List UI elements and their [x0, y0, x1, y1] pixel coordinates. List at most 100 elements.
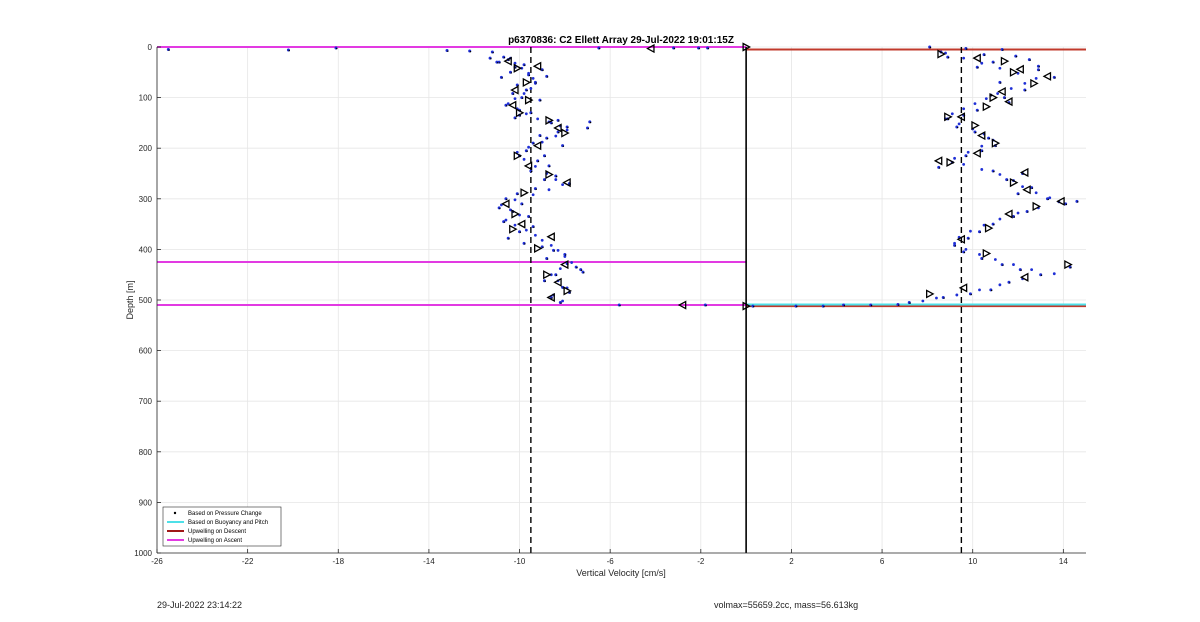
- footer-timestamp: 29-Jul-2022 23:14:22: [157, 600, 243, 610]
- triangle-marker: [972, 148, 981, 158]
- triangle-marker: [933, 156, 943, 166]
- x-tick-label: -22: [242, 557, 254, 566]
- pressure-point-core: [1002, 264, 1004, 266]
- triangle-marker: [524, 95, 534, 105]
- buoyancy-point: [980, 144, 984, 148]
- buoyancy-point: [998, 66, 1002, 70]
- buoyancy-point: [1048, 196, 1052, 200]
- pressure-point-core: [496, 62, 499, 64]
- buoyancy-point: [980, 61, 984, 65]
- pressure-point-core: [589, 121, 592, 124]
- buoyancy-point: [524, 112, 528, 116]
- buoyancy-point: [1052, 272, 1056, 276]
- buoyancy-point: [1012, 263, 1015, 266]
- pressure-point-core: [569, 292, 571, 294]
- pressure-point-core: [546, 258, 549, 260]
- pressure-point-core: [1038, 69, 1040, 72]
- buoyancy-point: [561, 299, 564, 303]
- pressure-point-core: [975, 131, 977, 134]
- buoyancy-point: [998, 217, 1002, 221]
- pressure-point-core: [995, 145, 997, 147]
- pressure-point-core: [1047, 198, 1049, 201]
- pressure-point-core: [567, 126, 569, 129]
- x-tick-label: -10: [514, 557, 526, 566]
- triangle-marker: [532, 61, 542, 71]
- triangle-marker: [984, 223, 994, 233]
- x-tick-label: -2: [697, 557, 705, 566]
- buoyancy-point: [978, 253, 981, 256]
- pressure-point-core: [673, 47, 676, 50]
- buoyancy-point: [978, 288, 981, 292]
- y-tick-label: 100: [139, 94, 153, 103]
- pressure-point-core: [528, 74, 531, 77]
- triangle-marker: [534, 243, 543, 253]
- pressure-point-core: [898, 304, 900, 306]
- triangle-marker: [1004, 97, 1013, 107]
- pressure-point-core: [526, 89, 528, 92]
- triangle-marker: [976, 130, 986, 141]
- buoyancy-point: [513, 223, 517, 227]
- buoyancy-point: [531, 76, 535, 80]
- buoyancy-point: [570, 261, 574, 264]
- pressure-point-core: [499, 207, 501, 210]
- pressure-point-core: [580, 269, 583, 271]
- buoyancy-point: [533, 233, 537, 237]
- triangle-marker: [563, 286, 572, 296]
- pressure-point-core: [551, 297, 553, 299]
- pressure-point-core: [993, 224, 995, 226]
- pressure-point-core: [168, 49, 170, 51]
- pressure-point-core: [560, 302, 562, 304]
- y-tick-label: 300: [139, 195, 153, 204]
- buoyancy-point: [554, 178, 558, 181]
- pressure-point-core: [1009, 282, 1011, 284]
- buoyancy-point: [1030, 268, 1034, 272]
- buoyancy-point: [962, 162, 966, 166]
- buoyancy-point: [540, 140, 544, 144]
- pressure-point-core: [519, 231, 522, 233]
- triangle-marker: [559, 259, 569, 270]
- buoyancy-point: [513, 198, 517, 202]
- pressure-point-core: [977, 110, 979, 112]
- pressure-point-core: [533, 143, 535, 145]
- buoyancy-point: [529, 87, 533, 90]
- triangle-marker: [1064, 259, 1073, 270]
- reference-lines: [530, 47, 963, 553]
- pressure-point-core: [968, 238, 970, 240]
- triangle-marker: [677, 300, 687, 310]
- buoyancy-point: [522, 157, 526, 161]
- buoyancy-point: [522, 92, 526, 95]
- pressure-point-core: [1020, 269, 1022, 271]
- buoyancy-point: [531, 193, 535, 197]
- triangle-marker: [503, 56, 512, 66]
- triangle-marker: [516, 219, 526, 229]
- pressure-point-core: [977, 67, 979, 69]
- pressure-point-core: [1015, 56, 1018, 58]
- triangle-marker: [546, 292, 555, 303]
- pressure-point-core: [492, 51, 494, 54]
- buoyancy-point: [504, 218, 508, 222]
- pressure-point-core: [1054, 77, 1056, 79]
- buoyancy-point: [957, 122, 961, 126]
- triangle-marker: [546, 232, 555, 242]
- pressure-point-core: [288, 49, 290, 52]
- buoyancy-point: [962, 56, 966, 60]
- buoyancy-point: [533, 165, 537, 168]
- pressure-point-core: [943, 297, 945, 299]
- pressure-point-core: [555, 175, 558, 178]
- pressure-point-core: [447, 50, 449, 52]
- x-tick-label: -18: [332, 557, 344, 566]
- pressure-point-core: [966, 155, 968, 158]
- pressure-point-core: [956, 126, 959, 129]
- triangle-marker: [545, 115, 554, 125]
- pressure-point-core: [508, 59, 510, 61]
- buoyancy-point: [993, 258, 997, 261]
- buoyancy-point: [973, 102, 977, 106]
- pressure-point-core: [508, 238, 510, 240]
- triangle-marker: [742, 301, 751, 311]
- pressure-point-core: [843, 304, 846, 307]
- pressure-point-core: [469, 50, 472, 53]
- triangle-marker: [501, 199, 510, 209]
- pressure-point-core: [540, 135, 542, 137]
- x-tick-label: -6: [607, 557, 615, 566]
